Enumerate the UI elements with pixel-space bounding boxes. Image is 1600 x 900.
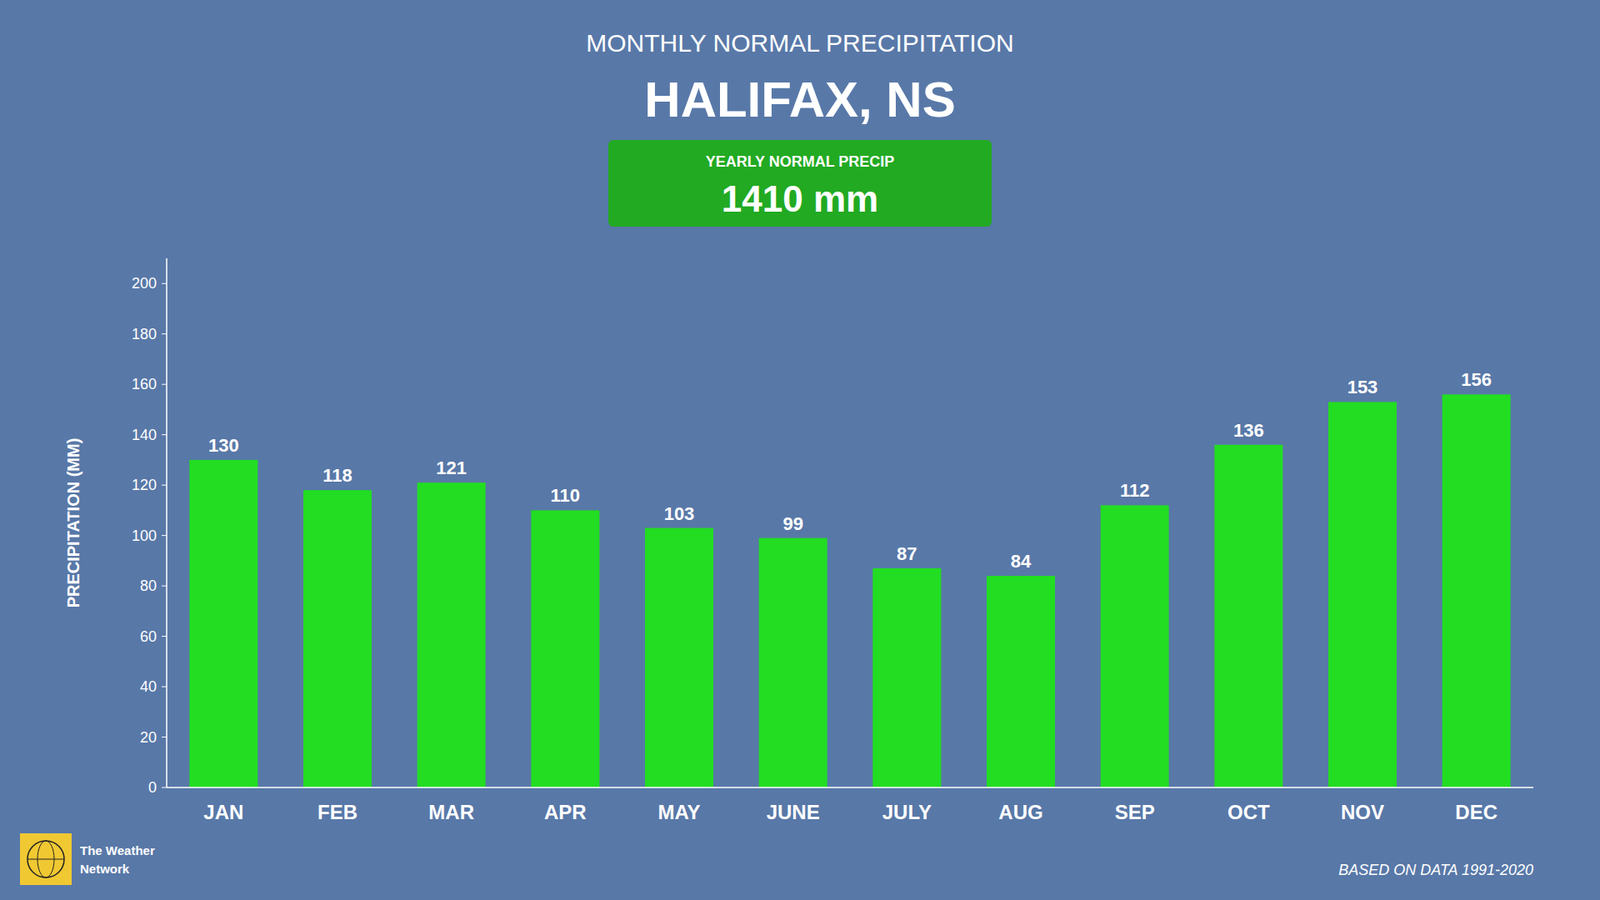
x-tick-label: APR xyxy=(544,800,587,824)
x-tick-label: JUNE xyxy=(766,800,820,824)
bar xyxy=(1214,445,1283,788)
bar xyxy=(872,568,941,788)
logo: The Weather Network xyxy=(20,833,155,885)
bar xyxy=(189,460,258,788)
subtitle: HALIFAX, NS xyxy=(644,71,955,128)
data-label: 130 xyxy=(208,435,240,456)
logo-equator xyxy=(27,859,65,860)
y-tick-label: 140 xyxy=(131,426,157,444)
data-label: 156 xyxy=(1460,369,1492,390)
yearly-label: YEARLY NORMAL PRECIP xyxy=(705,153,895,170)
y-tick xyxy=(161,384,167,385)
data-label: 136 xyxy=(1233,420,1265,441)
bar xyxy=(645,528,714,788)
x-tick-label: DEC xyxy=(1455,800,1498,824)
chart-svg: MONTHLY NORMAL PRECIPITATION HALIFAX, NS Y… xyxy=(0,0,1600,900)
data-label: 99 xyxy=(782,513,803,535)
data-label: 153 xyxy=(1347,376,1379,398)
x-tick-label: JULY xyxy=(882,800,932,824)
y-tick-label: 200 xyxy=(131,275,157,292)
source-text: BASED ON DATA 1991-2020 xyxy=(1338,861,1534,879)
x-tick-label: NOV xyxy=(1340,800,1385,824)
x-tick-label: SEP xyxy=(1115,800,1155,824)
y-tick-label: 180 xyxy=(131,325,157,343)
data-label: 87 xyxy=(896,543,917,565)
y-tick xyxy=(161,333,167,335)
y-tick-label: 20 xyxy=(140,729,157,746)
y-tick xyxy=(161,434,167,435)
y-axis-line xyxy=(165,258,168,788)
x-tick-label: OCT xyxy=(1227,800,1270,824)
bars xyxy=(189,394,1510,788)
title: MONTHLY NORMAL PRECIPITATION xyxy=(585,29,1014,57)
yearly-value: 1410 mm xyxy=(721,178,879,220)
x-tick-label: AUG xyxy=(998,800,1043,824)
bar xyxy=(417,482,486,788)
y-tick xyxy=(161,283,167,285)
x-axis-line xyxy=(166,786,1534,789)
data-label: 103 xyxy=(664,503,695,525)
logo-square xyxy=(20,833,72,885)
data-label: 121 xyxy=(435,457,467,479)
yearly-box xyxy=(608,140,992,227)
y-tick xyxy=(161,686,167,688)
bar xyxy=(1328,401,1397,788)
data-label: 118 xyxy=(322,465,353,486)
logo-text: Network xyxy=(80,861,130,876)
y-tick xyxy=(161,585,167,587)
y-tick xyxy=(161,736,167,738)
data-label: 110 xyxy=(550,485,581,506)
data-label: 112 xyxy=(1120,480,1150,501)
bar xyxy=(1442,394,1511,788)
y-tick-label: 100 xyxy=(131,527,157,545)
x-tick-label: MAY xyxy=(657,800,700,824)
y-tick xyxy=(161,485,167,486)
y-tick-label: 120 xyxy=(131,476,157,494)
data-label: 84 xyxy=(1010,550,1032,572)
y-tick-label: 160 xyxy=(131,375,157,393)
y-tick xyxy=(161,787,167,789)
bar xyxy=(986,575,1055,788)
bar xyxy=(1100,505,1170,788)
logo-globe xyxy=(27,840,65,878)
x-tick-label: MAR xyxy=(428,800,475,824)
bar xyxy=(530,510,600,788)
chart-container: MONTHLY NORMAL PRECIPITATION HALIFAX, NS Y… xyxy=(0,0,1600,900)
x-tick-label: JAN xyxy=(203,800,244,824)
bar xyxy=(303,490,372,788)
y-tick-label: 0 xyxy=(148,779,157,796)
y-tick-label: 40 xyxy=(140,678,157,695)
x-tick-label: FEB xyxy=(317,800,358,824)
y-tick xyxy=(161,535,167,536)
logo-text: The Weather xyxy=(80,843,155,858)
background xyxy=(0,0,1600,900)
bar xyxy=(759,538,828,788)
y-tick xyxy=(161,635,167,637)
y-tick-label: 80 xyxy=(140,577,157,595)
y-tick-label: 60 xyxy=(140,628,157,645)
y-axis-label: PRECIPITATION (MM) xyxy=(64,438,83,609)
